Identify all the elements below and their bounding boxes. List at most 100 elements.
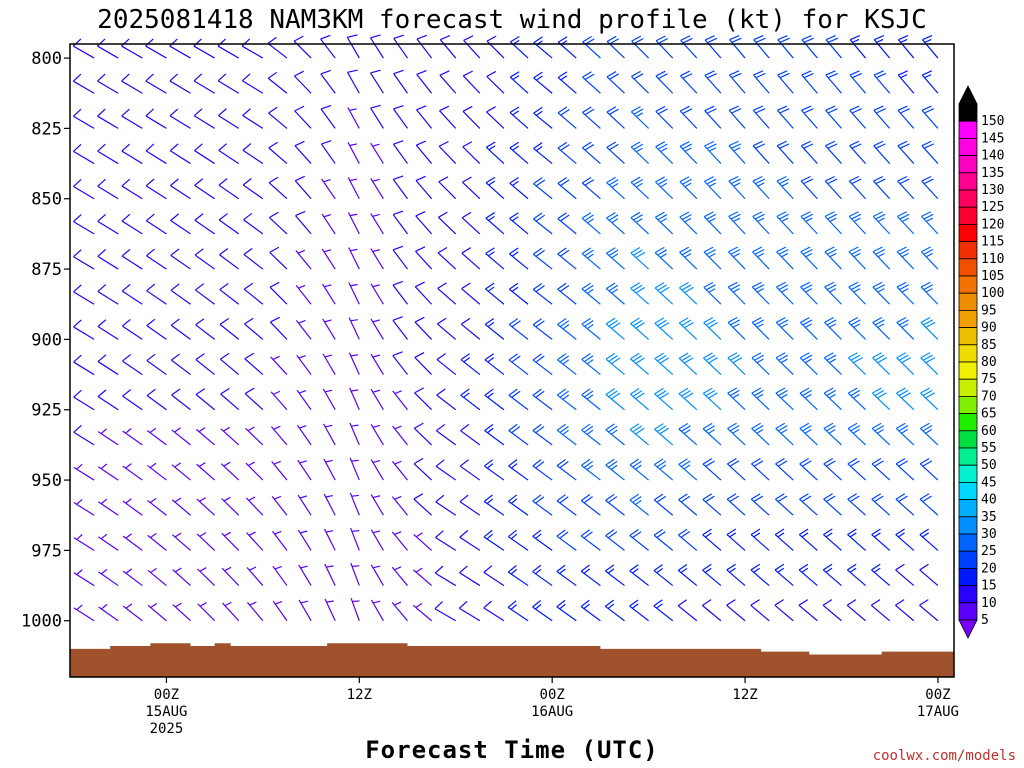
wind-barb (920, 246, 939, 270)
barb-half-flag (224, 531, 232, 537)
wind-barb (271, 495, 288, 516)
barb-half-flag (683, 464, 691, 470)
barb-flag (776, 175, 787, 182)
barb-half-flag (351, 530, 360, 532)
barb-half-flag (922, 532, 929, 538)
wind-barb (485, 282, 505, 305)
wind-barb (704, 140, 722, 164)
barb-flag (509, 212, 519, 220)
barb-flag (532, 494, 542, 502)
wind-barb (798, 528, 818, 551)
barb-staff (439, 110, 457, 129)
barb-half-flag (150, 602, 158, 609)
wind-barb (121, 283, 143, 305)
barb-flag (294, 140, 305, 147)
barb-half-flag (351, 424, 359, 427)
barb-staff (73, 291, 95, 305)
barb-flag (680, 495, 691, 503)
wind-barb (483, 565, 505, 587)
barb-flag (559, 355, 570, 363)
wind-barb (751, 352, 770, 375)
wind-barb (920, 387, 939, 411)
wind-barb (727, 387, 746, 411)
wind-barb (270, 425, 288, 446)
barb-staff (293, 75, 312, 94)
barb-flag (462, 176, 472, 183)
wind-barb (298, 564, 312, 586)
barb-half-flag (101, 603, 108, 610)
barb-half-flag (463, 392, 470, 398)
wind-barb (774, 599, 794, 622)
barb-flag (629, 458, 640, 466)
barb-half-flag (125, 498, 132, 504)
wind-barb (703, 352, 722, 376)
barb-flag (825, 495, 836, 503)
wind-barb (631, 35, 650, 59)
wind-barb (217, 38, 240, 59)
barb-flag (486, 141, 496, 148)
barb-flag (750, 493, 761, 500)
barb-flag (899, 178, 910, 185)
barb-flag (729, 70, 740, 76)
wind-barb (629, 529, 649, 551)
barb-flag (146, 388, 156, 397)
barb-half-flag (901, 217, 909, 223)
barb-staff (145, 150, 167, 165)
barb-half-flag (852, 429, 860, 434)
wind-barb (581, 247, 601, 270)
wind-barb (872, 316, 891, 340)
barb-flag (535, 425, 545, 434)
wind-barb (461, 282, 481, 305)
barb-flag (923, 143, 934, 149)
wind-barb (654, 211, 674, 235)
barb-half-flag (323, 249, 332, 253)
barb-flag (633, 143, 644, 150)
wind-barb (532, 388, 553, 411)
wind-barb (391, 566, 408, 586)
barb-flag (823, 387, 834, 394)
barb-flag (535, 390, 545, 398)
barb-flag (731, 37, 742, 43)
wind-barb (823, 457, 842, 481)
barb-staff (194, 150, 215, 165)
barb-flag (658, 37, 669, 44)
barb-flag (437, 282, 447, 289)
wind-barb (895, 457, 915, 481)
wind-barb (702, 387, 722, 411)
barb-half-flag (273, 425, 281, 430)
barb-flag (751, 422, 761, 430)
barb-flag (169, 73, 179, 82)
colorbar-swatch (958, 481, 978, 500)
barb-flag (508, 529, 517, 538)
barb-flag (509, 247, 519, 255)
wind-barb (872, 211, 891, 235)
wind-barb (172, 532, 191, 551)
barb-staff (437, 252, 457, 270)
wind-barb (462, 141, 481, 164)
wind-barb (272, 565, 288, 586)
wind-barb (193, 108, 215, 129)
wind-barb (727, 352, 746, 375)
barb-flag (778, 248, 789, 255)
barb-flag (898, 389, 909, 397)
barb-flag (195, 388, 206, 396)
barb-flag (826, 319, 837, 326)
barb-flag (584, 214, 594, 222)
barb-flag (559, 496, 569, 504)
barb-flag (243, 247, 253, 255)
barb-staff (122, 395, 143, 411)
barb-flag (556, 494, 566, 502)
barb-flag (535, 496, 545, 504)
barb-staff (320, 73, 336, 94)
barb-half-flag (756, 288, 764, 293)
barb-flag (508, 318, 519, 326)
barb-flag (438, 176, 449, 183)
barb-flag (483, 600, 493, 609)
barb-flag (218, 143, 228, 151)
x-tick-label: 12Z (732, 687, 757, 703)
colorbar-label: 85 (981, 338, 997, 353)
barb-staff (193, 80, 215, 94)
barb-flag (121, 73, 130, 82)
colorbar-label: 70 (981, 389, 997, 404)
wind-barb (847, 457, 867, 481)
